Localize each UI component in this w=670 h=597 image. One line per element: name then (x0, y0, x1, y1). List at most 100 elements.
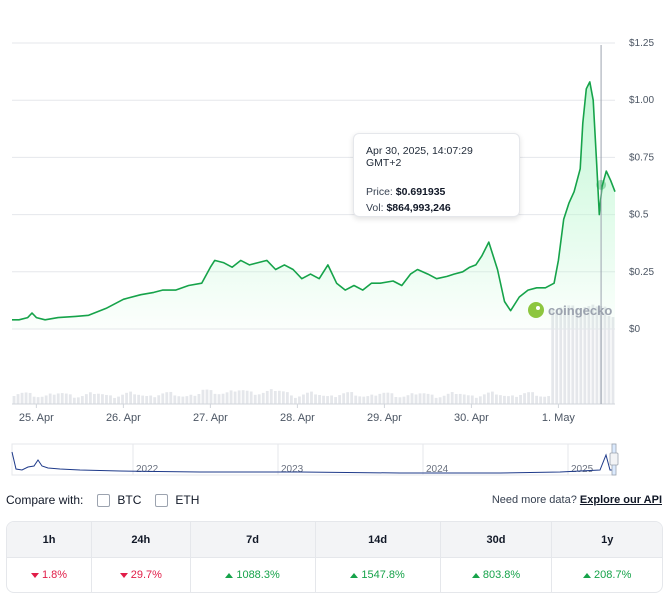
volume-bar (261, 392, 265, 404)
header-30d: 30d (440, 522, 553, 558)
range-navigator[interactable]: 2022 2023 2024 2025 (11, 443, 619, 476)
value-14d-text: 1547.8% (361, 569, 405, 581)
volume-bar (499, 395, 502, 404)
x-tick-label: 30. Apr (454, 412, 489, 424)
price-line (12, 81, 616, 321)
y-tick-label: $1.00 (629, 95, 654, 106)
coingecko-watermark: coingecko (528, 302, 612, 318)
coingecko-logo-icon (528, 302, 544, 318)
volume-bar (555, 309, 559, 404)
volume-bar (346, 392, 350, 404)
value-30d-text: 803.8% (482, 569, 521, 581)
volume-bar (507, 396, 510, 404)
performance-table: 1h 24h 7d 14d 30d 1y 1.8% 29.7% 1088.3% … (6, 521, 663, 593)
volume-bar (269, 389, 273, 404)
volume-bar (277, 390, 281, 404)
navigator-year-label: 2023 (281, 464, 304, 475)
volume-bar (84, 394, 88, 404)
volume-bar (334, 397, 338, 404)
price-chart[interactable]: $1.25 $1.00 $0.75 $0.5 $0.25 $0 25. Apr 26. Ap… (0, 0, 670, 490)
volume-bar (265, 390, 269, 404)
volume-bar (386, 392, 390, 404)
navigator-year-label: 2022 (136, 464, 159, 475)
checkbox-icon[interactable] (155, 493, 169, 507)
volume-bar (535, 395, 539, 404)
volume-bar (563, 305, 567, 404)
compare-btc-checkbox[interactable]: BTC (97, 493, 141, 507)
value-1h: 1.8% (7, 558, 93, 592)
volume-bar (567, 305, 571, 404)
volume-bar (527, 392, 530, 404)
volume-bar (64, 393, 68, 404)
volume-bar (322, 395, 325, 404)
volume-bar (543, 396, 547, 404)
volume-bar (547, 396, 551, 404)
compare-eth-checkbox[interactable]: ETH (155, 493, 199, 507)
volume-bar (137, 394, 141, 404)
volume-bar (245, 390, 249, 404)
volume-bar (362, 396, 366, 404)
volume-bar (519, 394, 522, 404)
price-line-path (12, 81, 616, 321)
compare-eth-label[interactable]: ETH (175, 493, 200, 507)
volume-bar (374, 395, 378, 404)
volume-bar (169, 391, 173, 404)
volume-bar (241, 390, 245, 404)
volume-bar (390, 393, 394, 404)
volume-bar (56, 393, 60, 404)
volume-bar (539, 396, 543, 404)
volume-bar (434, 397, 438, 404)
volume-bar (129, 391, 132, 404)
y-tick-label: $0.25 (629, 267, 654, 278)
volume-bar (326, 396, 329, 404)
volume-bar (24, 392, 28, 404)
tooltip-price: Price: $0.691935 (366, 186, 507, 198)
value-24h-text: 29.7% (130, 569, 162, 581)
volume-bar (177, 396, 181, 404)
volume-bar (285, 392, 289, 404)
volume-bar (197, 393, 201, 404)
volume-bar (438, 397, 442, 404)
volume-bar (121, 394, 124, 404)
navigator-frame (11, 443, 616, 476)
volume-bar (161, 393, 165, 404)
caret-down-icon (31, 572, 39, 578)
volume-bar (60, 393, 64, 404)
navigator-line (11, 451, 615, 474)
volume-bar (157, 395, 161, 404)
volume-bar (145, 395, 149, 404)
volume-bar (289, 395, 293, 404)
chart-tooltip: Apr 30, 2025, 14:07:29 GMT+2 Price: $0.6… (353, 133, 520, 217)
api-prompt: Need more data? Explore our API (492, 494, 662, 506)
checkbox-icon[interactable] (97, 493, 111, 507)
volume-bar (105, 394, 108, 404)
volume-bar (603, 306, 607, 404)
volume-bar (201, 389, 205, 404)
volume-bar (531, 392, 534, 404)
volume-bar (109, 395, 112, 404)
value-7d: 1088.3% (191, 558, 316, 592)
crosshair (596, 45, 607, 404)
performance-value-row: 1.8% 29.7% 1088.3% 1547.8% 803.8% 208.7% (7, 558, 662, 592)
explore-api-link[interactable]: Explore our API (579, 494, 662, 506)
volume-bar (366, 396, 370, 404)
volume-bar (350, 392, 354, 404)
volume-bar (511, 395, 514, 404)
volume-bar (382, 392, 386, 404)
y-tick-label: $0.5 (629, 210, 649, 221)
volume-bar (583, 307, 587, 404)
volume-bar (426, 393, 430, 404)
y-axis-ticks: $1.25 $1.00 $0.75 $0.5 $0.25 $0 (629, 38, 654, 335)
volume-bar (20, 392, 24, 404)
volume-bar (93, 394, 96, 404)
volume-bar (454, 394, 458, 404)
value-30d: 803.8% (441, 558, 553, 592)
volume-bar (398, 397, 402, 404)
api-prompt-text: Need more data? (491, 494, 577, 506)
volume-bar (257, 394, 261, 404)
y-tick-label: $0.75 (629, 152, 654, 163)
volume-bar (559, 307, 563, 404)
volume-bar (213, 393, 217, 404)
compare-btc-label[interactable]: BTC (117, 493, 142, 507)
caret-up-icon (225, 572, 234, 578)
